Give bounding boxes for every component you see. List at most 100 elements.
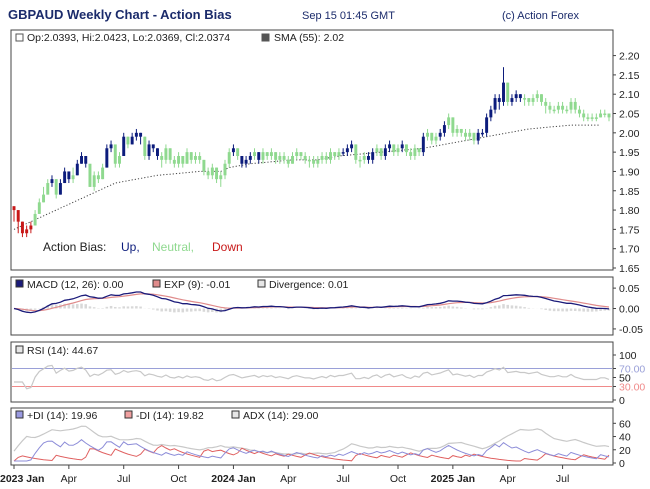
candle [58,179,62,195]
candle [122,132,126,156]
candle [134,128,138,141]
candle [261,148,265,164]
candle-body [599,113,603,118]
candle-body [177,156,181,164]
candle-body [316,159,320,164]
candle-body [383,148,387,156]
candle-body [438,132,442,137]
minus-di-legend-swatch [124,410,133,419]
candle-body [535,94,539,99]
candle [75,159,79,176]
macd-y-tick-label: 0.00 [619,304,640,316]
candle [198,152,202,164]
candle [164,144,168,164]
candle [556,101,560,114]
candle-body [333,152,337,156]
candle [210,163,214,180]
candle [269,148,273,160]
candle [113,144,117,168]
candle [590,113,594,122]
candle [594,113,598,122]
macd-series: 0.05 0.00 -0.05 [13,283,643,336]
candle [130,132,134,145]
candle [451,117,455,137]
candle-body [63,171,67,184]
dmi-y-tick-label: 20 [619,445,631,457]
candle-body [257,152,261,160]
candle-body [172,159,176,164]
candle-body [548,105,552,110]
x-axis: 2023 Jan Apr Jul Oct 2024 Jan Apr Jul Oct 2025 J… [0,465,569,485]
candle [544,98,548,114]
candle-body [202,159,206,172]
candle-body [303,156,307,160]
candle-body [510,98,514,102]
candle [54,179,58,199]
price-y-tick-label: 1.90 [619,166,640,178]
candle-body [523,98,527,100]
candle-body [67,171,71,180]
x-tick-label: Apr [280,473,297,485]
x-tick-label: Apr [61,473,78,485]
price-y-tick-label: 2.10 [619,89,640,101]
candle-body [320,156,324,160]
x-tick-label: Oct [170,473,186,485]
candle [552,105,556,114]
candle [105,144,109,168]
candle-body [442,125,446,133]
candle-body [193,156,197,160]
candle [185,148,189,164]
candle [434,132,438,145]
candle-body [426,132,430,137]
candle-body [291,156,294,164]
candle-body [573,101,577,110]
candle [577,105,581,118]
candle [350,140,354,153]
candle-body [109,144,113,149]
sma-legend: SMA (55): 2.02 [274,32,344,44]
candle [531,94,535,106]
candle [586,113,590,122]
candle-body [459,128,463,133]
candle [375,144,379,156]
candle-body [468,132,472,137]
candle-body [168,148,172,160]
candle [101,163,105,180]
x-tick-label: 2024 Jan [211,473,255,485]
candle-body [485,117,489,133]
candle [489,105,493,122]
candle-body [151,144,155,149]
rsi-legend: RSI (14): 44.67 [27,345,98,357]
candle [455,125,459,137]
candle-body [552,109,556,112]
candle [459,128,463,137]
candle [468,128,472,141]
candle-body [143,136,147,156]
x-tick-label: Oct [390,473,406,485]
candle [333,152,337,160]
candle-body [227,152,231,164]
candle [50,175,54,187]
price-y-tick-label: 2.05 [619,109,640,121]
candle [231,144,235,156]
candle-body [50,179,54,184]
candle [497,94,501,110]
candle-body [219,175,223,180]
candle-body [577,109,581,114]
candle [189,152,193,164]
candle [257,152,261,164]
candle-body [206,171,210,176]
candle-body [122,136,126,156]
candle-body [447,117,451,126]
plus-di-line [14,439,610,462]
x-tick-label: Jul [117,473,130,485]
x-tick-label: 2023 Jan [0,473,44,485]
candle-body [181,156,185,164]
candle [438,128,442,141]
candle-body [324,156,328,160]
candle-body [261,152,265,160]
candle [155,148,159,160]
